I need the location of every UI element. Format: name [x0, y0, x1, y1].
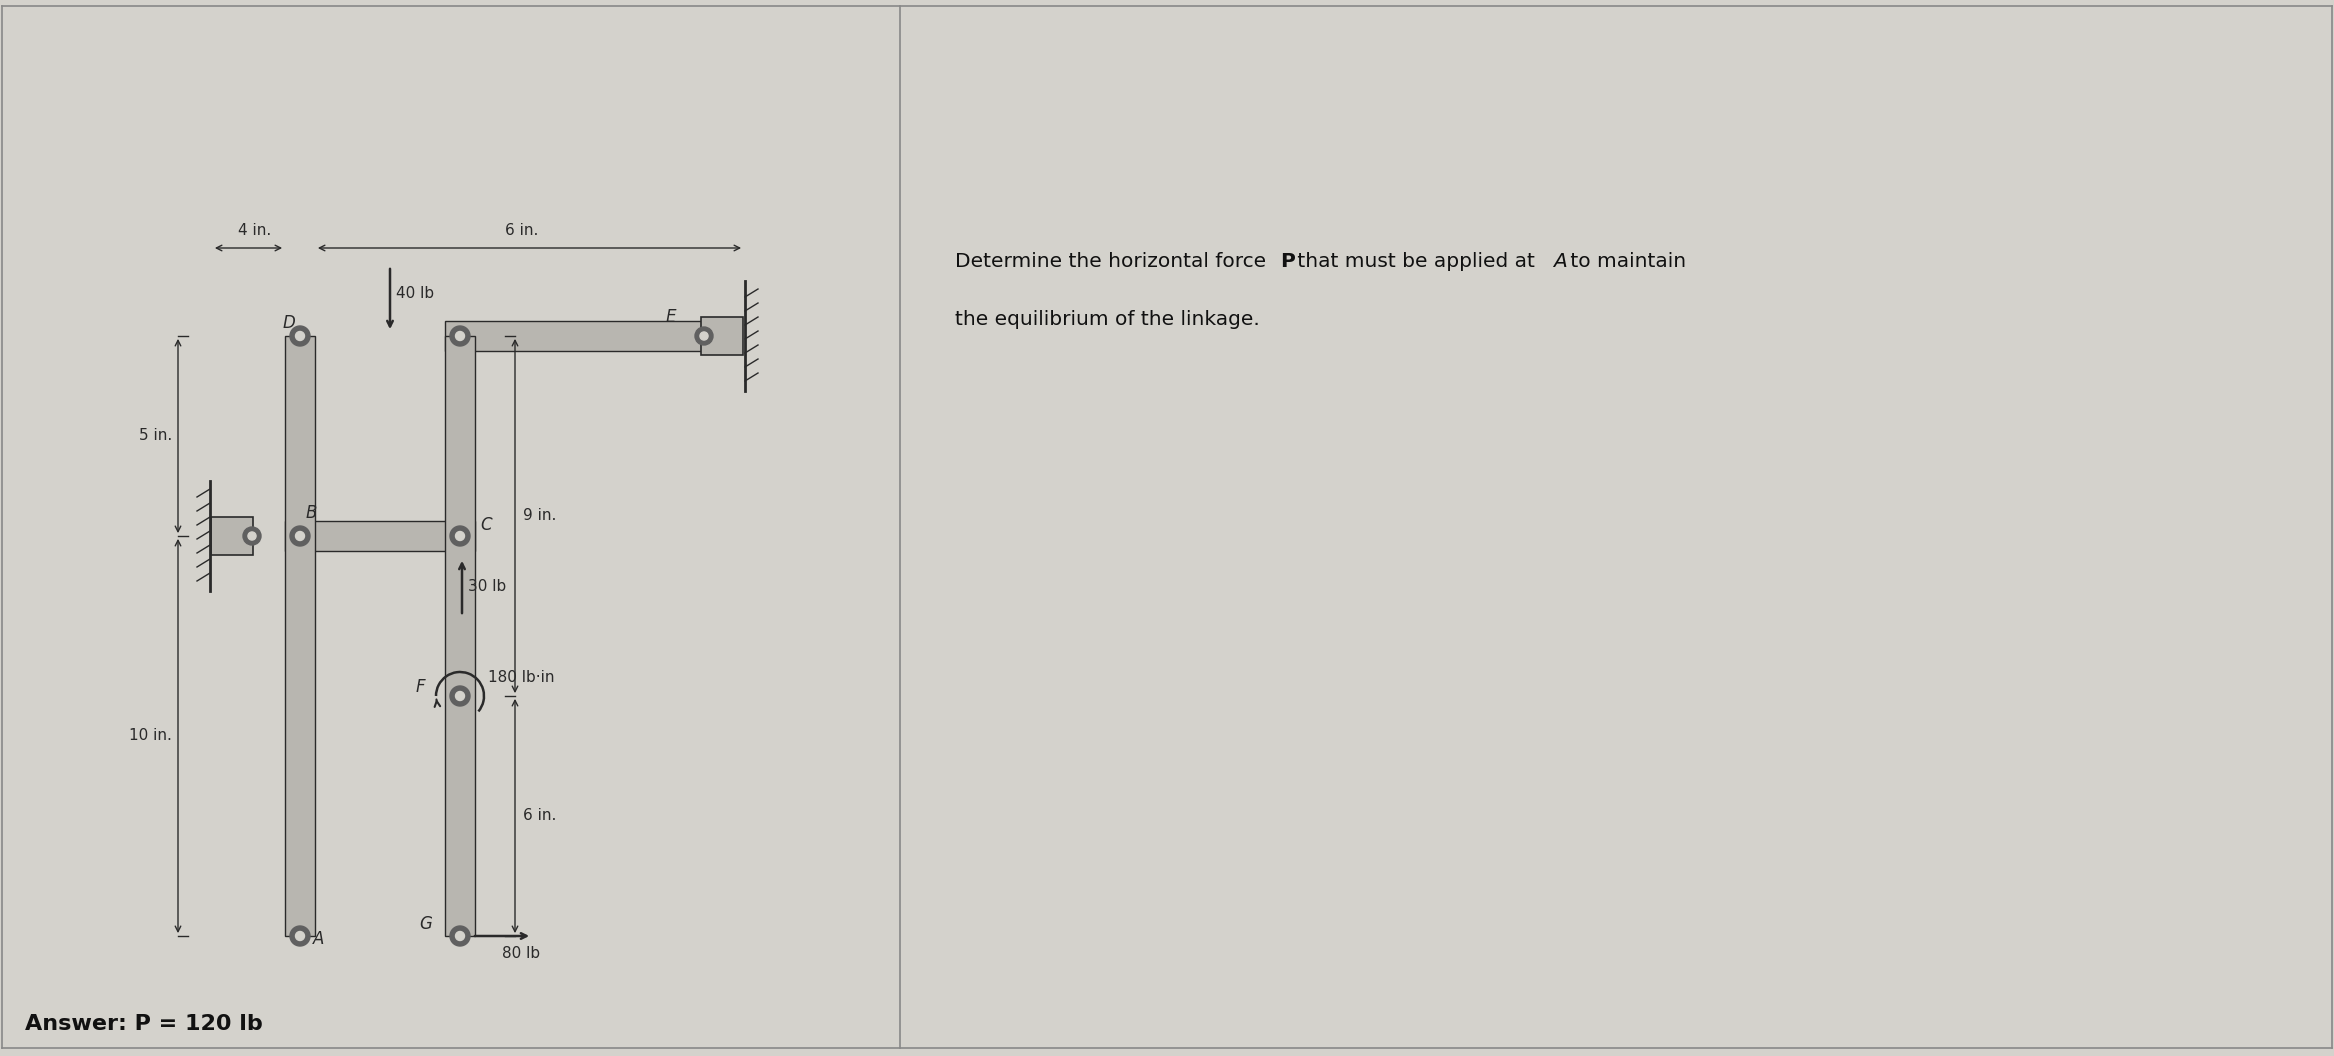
- Circle shape: [296, 531, 303, 541]
- Circle shape: [289, 326, 310, 346]
- Text: Answer: P = 120 lb: Answer: P = 120 lb: [26, 1014, 264, 1034]
- Text: 180 lb·in: 180 lb·in: [488, 670, 555, 685]
- Polygon shape: [446, 336, 476, 936]
- Text: that must be applied at: that must be applied at: [1291, 252, 1540, 271]
- Text: A: A: [313, 930, 324, 948]
- Text: 5 in.: 5 in.: [138, 429, 173, 444]
- Text: 40 lb: 40 lb: [397, 286, 434, 301]
- Circle shape: [289, 526, 310, 546]
- Text: D: D: [282, 314, 294, 332]
- Text: A: A: [1552, 252, 1566, 271]
- Text: B: B: [306, 504, 317, 522]
- Circle shape: [455, 692, 464, 700]
- Circle shape: [247, 532, 257, 540]
- Circle shape: [450, 326, 469, 346]
- Text: C: C: [481, 516, 492, 534]
- Text: 6 in.: 6 in.: [506, 223, 539, 238]
- Circle shape: [296, 332, 303, 340]
- Circle shape: [455, 332, 464, 340]
- Circle shape: [450, 926, 469, 946]
- Bar: [210, 517, 252, 555]
- Text: E: E: [665, 308, 677, 326]
- Text: 9 in.: 9 in.: [523, 509, 555, 524]
- Circle shape: [289, 926, 310, 946]
- Bar: [700, 317, 742, 355]
- Text: P: P: [1279, 252, 1295, 271]
- Text: F: F: [415, 678, 425, 696]
- Polygon shape: [285, 521, 476, 551]
- Text: 10 in.: 10 in.: [128, 729, 173, 743]
- Circle shape: [700, 332, 707, 340]
- Text: 30 lb: 30 lb: [469, 579, 506, 593]
- Text: 4 in.: 4 in.: [238, 223, 271, 238]
- Circle shape: [450, 526, 469, 546]
- Text: 6 in.: 6 in.: [523, 809, 555, 824]
- Circle shape: [243, 527, 261, 545]
- Text: the equilibrium of the linkage.: the equilibrium of the linkage.: [955, 310, 1260, 329]
- Circle shape: [296, 931, 303, 941]
- Polygon shape: [446, 321, 719, 351]
- Circle shape: [450, 686, 469, 706]
- Circle shape: [455, 931, 464, 941]
- Circle shape: [696, 327, 712, 345]
- Text: G: G: [420, 914, 432, 934]
- Polygon shape: [285, 336, 315, 936]
- Text: Determine the horizontal force: Determine the horizontal force: [955, 252, 1272, 271]
- Circle shape: [455, 531, 464, 541]
- Text: 80 lb: 80 lb: [502, 946, 539, 961]
- Text: to maintain: to maintain: [1564, 252, 1687, 271]
